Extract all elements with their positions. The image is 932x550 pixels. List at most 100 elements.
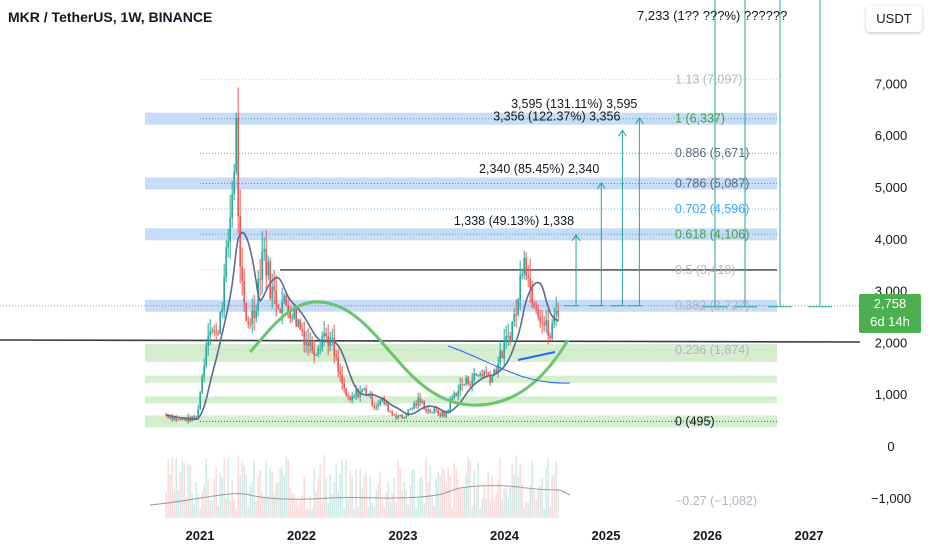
candle-body [311,340,313,351]
fib-level-labels: 0 (495) 0.236 (1,874) 0.382 (2,727) 0.5 (3,… [675,72,757,508]
volume-bar [337,491,339,518]
candle-body [271,286,273,299]
candle-body [309,340,311,347]
candle-body [491,376,493,383]
candle-body [503,341,505,359]
candle-body [169,416,171,418]
projection-label-0: 1,338 (49.13%) 1,338 [454,214,574,228]
volume-bar [309,495,311,518]
volume-bar [491,476,493,518]
volume-bar [247,506,249,518]
candle-body [281,302,283,314]
last-price: 2,758 [873,296,907,311]
candle-body [299,319,301,329]
volume-bar [201,492,203,518]
candle-body [515,314,517,316]
volume-bar [193,504,195,518]
candle-body [423,401,425,410]
candle-body [441,411,443,416]
volume-bar [525,501,527,518]
candle-body [453,393,455,398]
y-tick-label: 2,000 [875,335,908,350]
candle-body [245,302,247,322]
candle-body [227,241,229,248]
candle-body [207,335,209,347]
bar-countdown: 6d 14h [870,314,910,329]
volume-bar [327,502,329,518]
volume-bar [375,490,377,518]
candle-body [391,411,393,415]
volume-bar [277,482,279,518]
candle-body [545,320,547,326]
volume-bar [227,457,229,518]
y-tick-label: 4,000 [875,232,908,247]
volume-bar [237,457,239,518]
volume-bar [411,469,413,518]
volume-bar [335,463,337,518]
fib-label-0.236: 0.236 (1,874) [675,343,749,357]
candle-body [489,375,491,383]
volume-bar [477,461,479,518]
projection-label-2: 3,356 (122.37%) 3,356 [493,109,620,123]
candle-body [525,258,527,276]
volume-bar [473,470,475,518]
volume-bar [441,466,443,518]
volume-bar [299,498,301,518]
volume-bar [259,469,261,518]
candle-body [555,310,557,315]
x-tick-label: 2021 [186,528,215,543]
candle-body [217,332,219,334]
volume-bar [505,487,507,518]
volume-bar [389,501,391,518]
candle-body [319,348,321,350]
candle-body [219,312,221,334]
candle-body [221,308,223,313]
candle-body [403,416,405,419]
candle-body [407,409,409,417]
candle-body [349,397,351,400]
volume-bar [225,497,227,518]
candle-body [215,331,217,333]
candle-body [519,275,521,301]
candle-body [313,350,315,356]
y-axis: −1,00001,0002,0003,0004,0005,0006,0007,0… [871,76,911,505]
volume-bar [531,460,533,518]
candle-body [355,390,357,397]
volume-bar [223,457,225,518]
candle-body [479,373,481,376]
volume-bar [381,497,383,518]
volume-bar [471,506,473,518]
volume-bar [453,462,455,518]
volume-bar [365,473,367,518]
volume-bar [181,460,183,518]
volume-bar [311,509,313,518]
candle-body [387,402,389,412]
volume-bar [395,501,397,518]
volume-bar [359,469,361,518]
candle-body [203,365,205,377]
volume-bar [383,507,385,518]
candle-body [449,400,451,411]
volume-bar [283,475,285,518]
currency-selector[interactable]: USDT [866,6,922,32]
candle-body [373,405,375,408]
volume-bar [499,457,501,518]
candle-body [361,389,363,393]
candle-body [301,328,303,332]
volume-bar [313,467,315,518]
candle-body [443,411,445,417]
candle-body [331,337,333,339]
volume-bar [537,487,539,518]
volume-bar [221,477,223,518]
volume-bar [203,485,205,518]
candle-body [551,322,553,339]
candle-body [249,323,251,325]
candle-body [293,308,295,319]
volume-bar [211,500,213,518]
candle-body [267,261,269,276]
candle-body [359,392,361,397]
fib-level-lines [200,78,777,422]
candle-body [303,331,305,346]
volume-bar [213,478,215,518]
